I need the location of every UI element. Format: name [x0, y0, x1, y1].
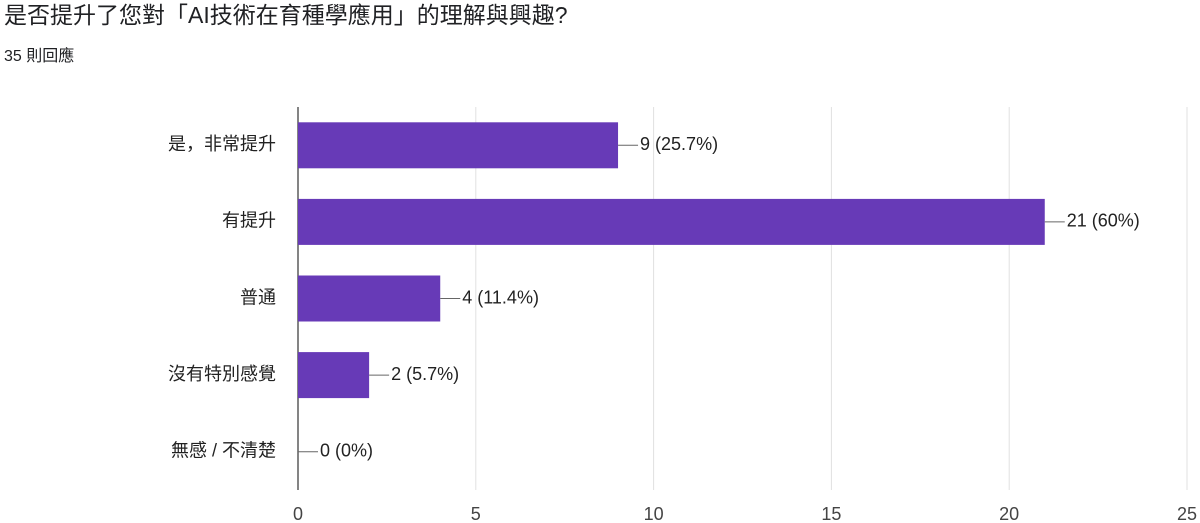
value-label: 2 (5.7%) — [391, 364, 459, 384]
x-tick-label: 0 — [293, 504, 303, 523]
category-label: 沒有特別感覺 — [168, 364, 276, 384]
category-label: 普通 — [240, 287, 276, 307]
value-label: 4 (11.4%) — [462, 287, 539, 307]
x-tick-label: 10 — [644, 504, 664, 523]
x-tick-label: 5 — [471, 504, 481, 523]
bar — [298, 275, 441, 322]
x-tick-label: 15 — [821, 504, 841, 523]
chart-title: 是否提升了您對「AI技術在育種學應用」的理解與興趣? — [4, 2, 568, 28]
bar — [298, 122, 619, 169]
value-label: 21 (60%) — [1067, 211, 1140, 231]
value-label: 9 (25.7%) — [640, 134, 718, 154]
bar — [298, 352, 370, 399]
category-label: 有提升 — [222, 211, 276, 231]
x-tick-label: 25 — [1177, 504, 1197, 523]
response-count: 35 則回應 — [4, 46, 74, 65]
bar — [298, 198, 1045, 245]
value-label: 0 (0%) — [320, 440, 373, 460]
x-tick-label: 20 — [999, 504, 1019, 523]
category-label: 是，非常提升 — [168, 134, 276, 154]
category-label: 無感 / 不清楚 — [171, 440, 276, 460]
